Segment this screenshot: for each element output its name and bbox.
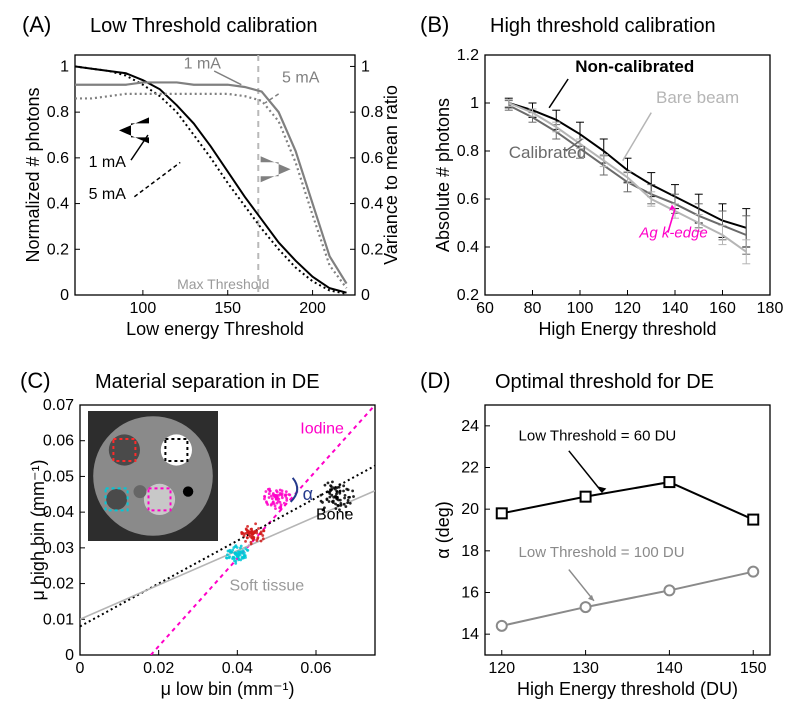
svg-text:(D): (D) xyxy=(420,368,451,393)
svg-text:Low Threshold calibration: Low Threshold calibration xyxy=(90,15,318,37)
svg-text:Ag k-edge: Ag k-edge xyxy=(638,224,707,241)
svg-text:Non-calibrated: Non-calibrated xyxy=(575,57,694,76)
svg-text:Bare beam: Bare beam xyxy=(656,88,739,107)
svg-text:80: 80 xyxy=(524,300,542,317)
svg-text:5 mA: 5 mA xyxy=(282,69,320,86)
svg-text:150: 150 xyxy=(214,300,241,317)
svg-text:1: 1 xyxy=(470,95,479,112)
svg-text:0.2: 0.2 xyxy=(361,241,383,258)
svg-text:Low Threshold = 100 DU: Low Threshold = 100 DU xyxy=(519,544,685,561)
svg-text:0: 0 xyxy=(60,287,69,304)
svg-text:16: 16 xyxy=(461,585,479,602)
svg-text:High threshold calibration: High threshold calibration xyxy=(490,15,716,37)
svg-text:5 mA: 5 mA xyxy=(89,186,127,203)
svg-text:Iodine: Iodine xyxy=(300,421,344,438)
svg-text:22: 22 xyxy=(461,460,479,477)
svg-text:1: 1 xyxy=(361,58,370,75)
svg-text:1 mA: 1 mA xyxy=(184,55,222,72)
svg-text:0.06: 0.06 xyxy=(300,660,331,677)
svg-text:μ high bin (mm⁻¹): μ high bin (mm⁻¹) xyxy=(28,460,48,601)
svg-text:0.6: 0.6 xyxy=(457,191,479,208)
svg-text:20: 20 xyxy=(461,501,479,518)
svg-text:1: 1 xyxy=(60,58,69,75)
svg-text:Calibrated: Calibrated xyxy=(509,143,587,162)
svg-text:1.2: 1.2 xyxy=(457,47,479,64)
panel-b: 60801001201401601800.20.40.60.811.2High … xyxy=(420,12,783,339)
svg-text:150: 150 xyxy=(740,660,767,677)
inset-phantom xyxy=(88,411,218,541)
svg-text:0.07: 0.07 xyxy=(43,397,74,414)
svg-text:14: 14 xyxy=(461,626,479,643)
svg-text:Optimal threshold for DE: Optimal threshold for DE xyxy=(495,371,714,393)
svg-text:0: 0 xyxy=(361,287,370,304)
svg-text:130: 130 xyxy=(572,660,599,677)
svg-text:(C): (C) xyxy=(20,368,51,393)
svg-text:0.6: 0.6 xyxy=(47,150,69,167)
svg-text:α (deg): α (deg) xyxy=(433,501,453,558)
svg-text:200: 200 xyxy=(299,300,326,317)
svg-text:140: 140 xyxy=(656,660,683,677)
svg-text:0.4: 0.4 xyxy=(47,196,69,213)
svg-text:α: α xyxy=(303,484,313,504)
panel-c: 00.020.040.0600.010.020.030.040.050.060.… xyxy=(20,368,375,699)
svg-text:160: 160 xyxy=(709,300,736,317)
svg-text:Soft tissue: Soft tissue xyxy=(229,578,304,595)
svg-text:100: 100 xyxy=(567,300,594,317)
svg-text:0: 0 xyxy=(65,647,74,664)
svg-text:0.02: 0.02 xyxy=(143,660,174,677)
svg-text:Absolute # photons: Absolute # photons xyxy=(433,98,453,252)
svg-text:Low energy Threshold: Low energy Threshold xyxy=(126,319,304,339)
svg-text:140: 140 xyxy=(662,300,689,317)
svg-text:0.01: 0.01 xyxy=(43,611,74,628)
svg-text:0.06: 0.06 xyxy=(43,433,74,450)
svg-text:0.2: 0.2 xyxy=(457,287,479,304)
svg-text:Normalized # photons: Normalized # photons xyxy=(23,87,43,262)
svg-text:μ low bin (mm⁻¹): μ low bin (mm⁻¹) xyxy=(161,679,295,699)
svg-text:(A): (A) xyxy=(22,12,51,37)
svg-text:120: 120 xyxy=(488,660,515,677)
svg-text:0.04: 0.04 xyxy=(222,660,253,677)
svg-text:0.8: 0.8 xyxy=(47,104,69,121)
svg-text:0.2: 0.2 xyxy=(47,241,69,258)
svg-text:0.4: 0.4 xyxy=(361,196,383,213)
svg-text:Material separation in DE: Material separation in DE xyxy=(95,371,320,393)
svg-text:100: 100 xyxy=(130,300,157,317)
svg-text:High Energy threshold (DU): High Energy threshold (DU) xyxy=(517,679,738,699)
svg-text:18: 18 xyxy=(461,543,479,560)
svg-text:180: 180 xyxy=(757,300,784,317)
svg-text:(B): (B) xyxy=(420,12,449,37)
svg-text:Bone: Bone xyxy=(316,506,353,523)
svg-text:High Energy threshold: High Energy threshold xyxy=(538,319,716,339)
svg-text:Low Threshold = 60 DU: Low Threshold = 60 DU xyxy=(519,427,677,444)
svg-text:0.8: 0.8 xyxy=(361,104,383,121)
svg-text:0.6: 0.6 xyxy=(361,150,383,167)
svg-text:0.4: 0.4 xyxy=(457,239,479,256)
svg-text:0: 0 xyxy=(76,660,85,677)
figure: 10015020000.20.40.60.8100.20.40.60.81Low… xyxy=(0,0,800,707)
panel-a: 100 150 200 0 0.2 0.4 0.6 0.8 1 0 0.2 0.4 0.6 0.8 1 Low… xyxy=(22,12,401,339)
svg-text:1 mA: 1 mA xyxy=(89,154,127,171)
svg-text:Max Threshold: Max Threshold xyxy=(177,276,269,292)
panel-d: 120 130 140 150 14 16 18 20 22 24 High Energy thre… xyxy=(420,368,770,699)
svg-text:24: 24 xyxy=(461,418,479,435)
svg-text:120: 120 xyxy=(614,300,641,317)
svg-text:0.8: 0.8 xyxy=(457,143,479,160)
svg-text:Variance to mean ratio: Variance to mean ratio xyxy=(381,85,401,265)
